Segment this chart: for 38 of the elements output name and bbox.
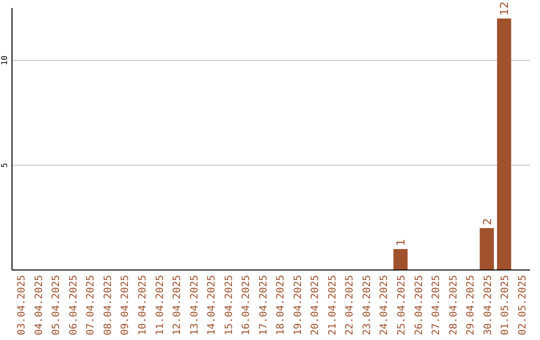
x-tick-label: 06.04.2025 xyxy=(68,275,80,336)
x-tick-label: 27.04.2025 xyxy=(431,275,442,336)
x-tick-label: 19.04.2025 xyxy=(292,275,304,336)
x-tick-label: 26.04.2025 xyxy=(414,275,425,336)
x-tick-label: 21.04.2025 xyxy=(327,275,338,336)
x-tick-label: 17.04.2025 xyxy=(258,275,270,336)
x-tick-label: 22.04.2025 xyxy=(344,275,356,336)
x-tick-label: 02.05.2025 xyxy=(517,275,528,336)
x-tick-label: 12.04.2025 xyxy=(172,275,184,336)
x-tick-label: 15.04.2025 xyxy=(224,275,235,336)
x-tick-label: 01.05.2025 xyxy=(500,275,512,336)
x-tick-label: 04.04.2025 xyxy=(34,275,45,336)
x-tick-label: 11.04.2025 xyxy=(154,275,166,336)
x-tick-label: 08.04.2025 xyxy=(102,275,114,336)
x-tick-label: 03.04.2025 xyxy=(16,275,28,336)
bar xyxy=(480,228,494,270)
x-tick-label: 16.04.2025 xyxy=(241,275,252,336)
x-tick-label: 13.04.2025 xyxy=(189,275,200,336)
data-label: 2 xyxy=(480,218,494,226)
x-tick-label: 18.04.2025 xyxy=(276,275,287,336)
x-tick-label: 07.04.2025 xyxy=(86,275,97,336)
x-tick-label: 24.04.2025 xyxy=(379,275,390,336)
x-tick-label: 10.04.2025 xyxy=(138,275,148,336)
bar xyxy=(393,249,408,270)
x-tick-label: 29.04.2025 xyxy=(466,275,477,336)
y-tick-label: 5 xyxy=(0,162,9,168)
x-tick-label: 30.04.2025 xyxy=(482,275,494,336)
y-tick-label: 10 xyxy=(0,55,9,66)
x-tick-label: 09.04.2025 xyxy=(120,275,132,336)
x-tick-label: 23.04.2025 xyxy=(362,275,373,336)
bar xyxy=(497,18,512,270)
x-tick-label: 14.04.2025 xyxy=(206,275,218,336)
data-label: 12 xyxy=(498,1,512,16)
x-tick-label: 25.04.2025 xyxy=(396,275,408,336)
x-tick-label: 28.04.2025 xyxy=(448,275,460,336)
x-tick-label: 20.04.2025 xyxy=(310,275,322,336)
x-tick-label: 05.04.2025 xyxy=(51,275,62,336)
data-label: 1 xyxy=(394,239,408,246)
